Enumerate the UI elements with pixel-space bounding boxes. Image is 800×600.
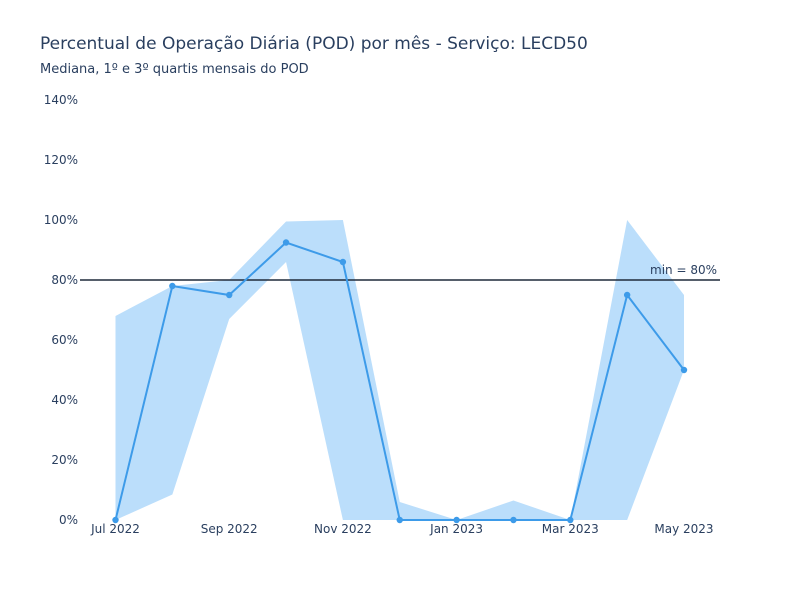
median-point[interactable] bbox=[567, 516, 574, 524]
y-axis-ticks: 0% 20% 40% 60% 80% 100% 120% 140% bbox=[44, 93, 78, 527]
median-point[interactable] bbox=[510, 516, 517, 524]
quartile-band-layer bbox=[115, 220, 684, 520]
quartile-band bbox=[115, 220, 684, 520]
y-tick-label: 40% bbox=[51, 393, 78, 407]
x-axis-ticks: Jul 2022 Sep 2022 Nov 2022 Jan 2023 Mar 2023… bbox=[90, 522, 714, 536]
y-tick-label: 120% bbox=[44, 153, 78, 167]
median-point[interactable] bbox=[396, 516, 403, 524]
median-point[interactable] bbox=[680, 366, 688, 374]
median-point[interactable] bbox=[282, 239, 290, 246]
x-tick-label: Mar 2023 bbox=[542, 522, 599, 536]
x-tick-label: Nov 2022 bbox=[314, 522, 372, 536]
y-tick-label: 60% bbox=[51, 333, 78, 347]
x-tick-label: Jan 2023 bbox=[429, 522, 483, 536]
x-tick-label: May 2023 bbox=[654, 522, 713, 536]
median-point[interactable] bbox=[453, 516, 460, 524]
median-point[interactable] bbox=[169, 282, 176, 290]
y-tick-label: 20% bbox=[51, 453, 78, 467]
chart-title: Percentual de Operação Diária (POD) por … bbox=[40, 34, 588, 54]
annotation-layer: min = 80% bbox=[650, 263, 717, 277]
y-tick-label: 80% bbox=[51, 273, 78, 287]
x-tick-label: Sep 2022 bbox=[201, 522, 258, 536]
median-point[interactable] bbox=[623, 291, 631, 299]
median-point[interactable] bbox=[226, 291, 233, 299]
x-tick-label: Jul 2022 bbox=[90, 522, 140, 536]
median-points-layer bbox=[112, 239, 688, 524]
median-point[interactable] bbox=[339, 258, 347, 266]
y-tick-label: 100% bbox=[44, 213, 78, 227]
y-tick-label: 140% bbox=[44, 93, 78, 107]
median-point[interactable] bbox=[112, 516, 119, 524]
chart-subtitle: Mediana, 1º e 3º quartis mensais do POD bbox=[40, 62, 309, 77]
min-threshold-label: min = 80% bbox=[650, 263, 717, 277]
y-tick-label: 0% bbox=[59, 513, 78, 527]
